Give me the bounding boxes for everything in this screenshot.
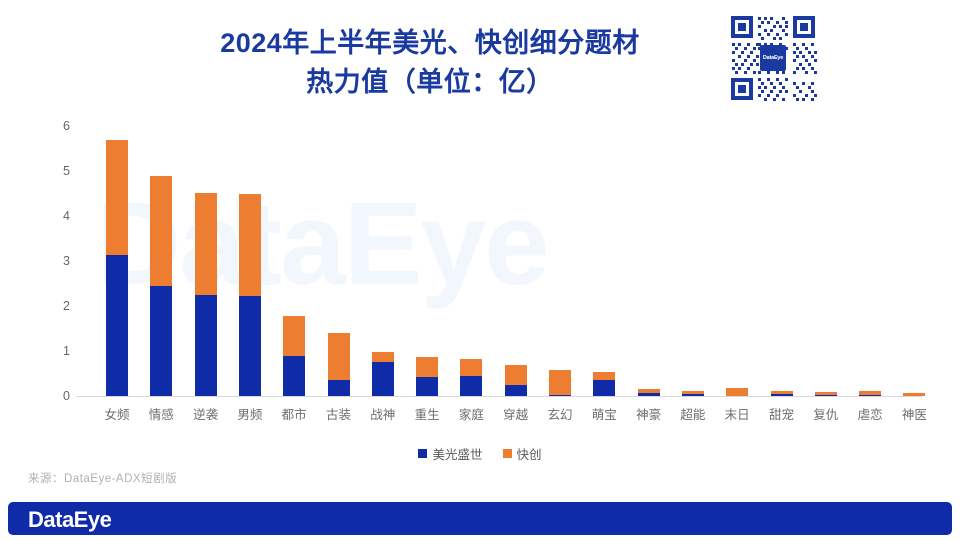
bar-segment-primary[interactable] bbox=[814, 395, 837, 396]
legend-item[interactable]: 美光盛世 bbox=[418, 444, 483, 463]
bar-stack[interactable] bbox=[327, 333, 350, 396]
x-axis-tick-label: 虐恋 bbox=[857, 408, 883, 422]
bar-segment-secondary[interactable] bbox=[726, 388, 749, 396]
x-axis-tick-label: 逆袭 bbox=[193, 408, 219, 422]
bar-stack[interactable] bbox=[371, 351, 394, 396]
bar-segment-secondary[interactable] bbox=[637, 389, 660, 394]
bar-segment-primary[interactable] bbox=[504, 385, 527, 396]
x-axis-tick-label: 男频 bbox=[237, 408, 263, 422]
x-axis-tick-label: 神医 bbox=[901, 408, 927, 422]
bar-segment-secondary[interactable] bbox=[150, 175, 173, 287]
x-axis-tick-label: 超能 bbox=[680, 408, 706, 422]
bar-segment-secondary[interactable] bbox=[194, 193, 217, 295]
bar-segment-secondary[interactable] bbox=[416, 357, 439, 378]
x-axis-tick-label: 甜宠 bbox=[768, 408, 794, 422]
x-axis-tick-label: 家庭 bbox=[458, 408, 484, 422]
page-title: 2024年上半年美光、快创细分题材 热力值（单位：亿） bbox=[130, 24, 730, 102]
y-axis-tick-label: 1 bbox=[63, 344, 70, 358]
bar-segment-primary[interactable] bbox=[371, 361, 394, 396]
bar-segment-primary[interactable] bbox=[283, 355, 306, 396]
bar-segment-secondary[interactable] bbox=[460, 358, 483, 376]
bar-segment-secondary[interactable] bbox=[371, 351, 394, 362]
bar-stack[interactable] bbox=[150, 175, 173, 396]
bar-segment-primary[interactable] bbox=[549, 394, 571, 396]
bar-stack[interactable] bbox=[416, 357, 439, 396]
legend-label: 快创 bbox=[516, 448, 542, 462]
x-axis-tick-label: 神豪 bbox=[636, 408, 662, 422]
bar-stack[interactable] bbox=[106, 139, 128, 396]
legend-swatch-icon bbox=[502, 449, 512, 458]
x-axis-tick-label: 复仇 bbox=[813, 408, 839, 422]
bar-segment-primary[interactable] bbox=[150, 286, 173, 396]
y-axis-tick-label: 3 bbox=[63, 254, 70, 268]
qr-center-logo: DataEye bbox=[760, 45, 786, 71]
bar-segment-primary[interactable] bbox=[194, 294, 217, 396]
footer-bar: DataEye bbox=[8, 502, 952, 535]
bar-stack[interactable] bbox=[549, 370, 571, 396]
bar-stack[interactable] bbox=[681, 390, 704, 396]
y-axis-tick-label: 0 bbox=[63, 389, 70, 403]
bar-segment-primary[interactable] bbox=[416, 377, 439, 396]
bar-stack[interactable] bbox=[283, 316, 306, 396]
y-axis-tick-label: 5 bbox=[63, 164, 70, 178]
bar-stack[interactable] bbox=[238, 193, 261, 396]
bar-stack[interactable] bbox=[460, 358, 483, 396]
bar-segment-secondary[interactable] bbox=[238, 193, 261, 296]
source-note: 来源：DataEye-ADX短剧版 bbox=[28, 473, 178, 485]
bar-segment-primary[interactable] bbox=[681, 394, 704, 396]
y-axis-tick-label: 6 bbox=[63, 119, 70, 133]
dataeye-logo: DataEye bbox=[28, 507, 112, 532]
x-axis-tick-label: 战神 bbox=[370, 408, 396, 422]
x-axis-line bbox=[76, 396, 922, 397]
bar-segment-secondary[interactable] bbox=[504, 364, 527, 386]
bar-segment-primary[interactable] bbox=[460, 375, 483, 396]
bar-segment-secondary[interactable] bbox=[770, 391, 793, 394]
bar-segment-secondary[interactable] bbox=[106, 139, 128, 256]
x-axis-tick-label: 重生 bbox=[414, 408, 440, 422]
bar-segment-secondary[interactable] bbox=[549, 370, 571, 395]
bar-stack[interactable] bbox=[194, 193, 217, 396]
bar-segment-secondary[interactable] bbox=[903, 393, 926, 396]
bar-stack[interactable] bbox=[814, 391, 837, 396]
title-line-1: 2024年上半年美光、快创细分题材 bbox=[220, 28, 640, 58]
x-axis-tick-label: 女频 bbox=[104, 408, 130, 422]
bar-stack[interactable] bbox=[770, 391, 793, 396]
bar-segment-secondary[interactable] bbox=[593, 371, 616, 380]
chart-legend: 美光盛世 快创 bbox=[0, 444, 960, 463]
bar-stack[interactable] bbox=[504, 364, 527, 396]
bar-stack[interactable] bbox=[859, 391, 882, 396]
bar-segment-primary[interactable] bbox=[327, 380, 350, 396]
bar-segment-primary[interactable] bbox=[770, 393, 793, 396]
x-axis-tick-label: 都市 bbox=[281, 408, 307, 422]
x-axis-tick-label: 萌宝 bbox=[591, 408, 617, 422]
bar-stack[interactable] bbox=[593, 371, 616, 396]
bar-segment-secondary[interactable] bbox=[327, 333, 350, 381]
x-axis-tick-label: 穿越 bbox=[503, 408, 529, 422]
y-axis-tick-label: 2 bbox=[63, 299, 70, 313]
bar-segment-primary[interactable] bbox=[593, 379, 616, 396]
title-line-2: 热力值（单位：亿） bbox=[306, 67, 554, 98]
x-axis-tick-label: 玄幻 bbox=[547, 408, 573, 422]
legend-label: 美光盛世 bbox=[432, 448, 483, 462]
bar-stack[interactable] bbox=[637, 389, 660, 396]
bar-segment-primary[interactable] bbox=[859, 395, 882, 396]
x-axis-tick-label: 情感 bbox=[148, 408, 174, 422]
x-axis-tick-label: 古装 bbox=[325, 408, 351, 422]
bar-segment-secondary[interactable] bbox=[859, 391, 882, 396]
y-axis-tick-label: 4 bbox=[63, 209, 70, 223]
bar-segment-primary[interactable] bbox=[238, 295, 261, 396]
legend-item[interactable]: 快创 bbox=[502, 444, 542, 463]
bar-segment-primary[interactable] bbox=[106, 255, 128, 396]
bar-segment-primary[interactable] bbox=[637, 393, 660, 396]
bar-stack[interactable] bbox=[903, 393, 926, 396]
bar-segment-secondary[interactable] bbox=[283, 316, 306, 356]
x-axis-tick-label: 末日 bbox=[724, 408, 750, 422]
bar-segment-secondary[interactable] bbox=[814, 391, 837, 396]
qr-code-icon[interactable]: DataEye bbox=[727, 12, 819, 104]
bar-stack[interactable] bbox=[726, 388, 749, 396]
legend-swatch-icon bbox=[418, 449, 428, 458]
bar-segment-secondary[interactable] bbox=[681, 390, 704, 395]
